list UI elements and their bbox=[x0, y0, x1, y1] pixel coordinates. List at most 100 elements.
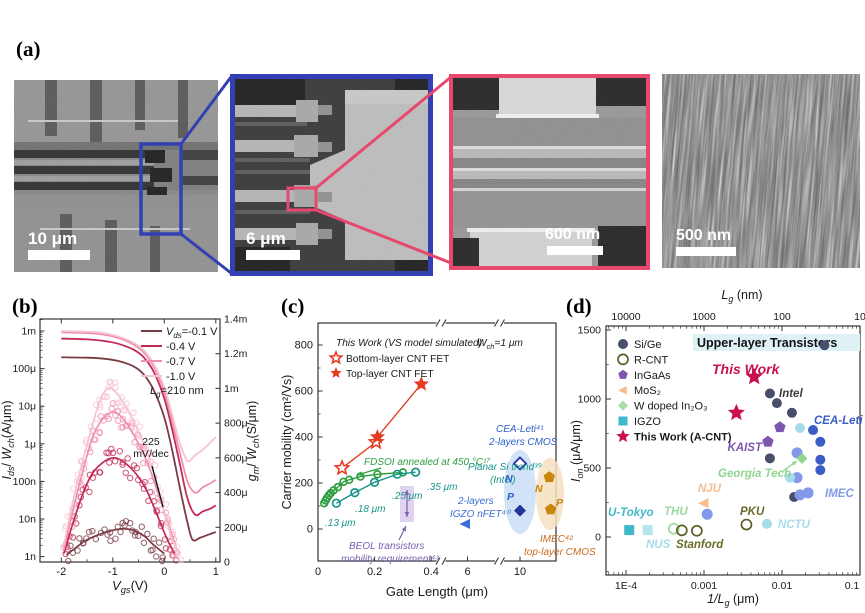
transfer-curve bbox=[61, 330, 217, 463]
data-point bbox=[691, 524, 703, 537]
data-point bbox=[791, 472, 803, 484]
chart-text: 100 bbox=[773, 311, 791, 323]
chart-text: .18 μm bbox=[355, 504, 386, 515]
chart-text: MoS₂ bbox=[634, 385, 661, 397]
chart-text: V bbox=[166, 326, 175, 338]
chart-text: 1000 bbox=[578, 394, 602, 406]
scale-bar bbox=[28, 250, 90, 260]
chart-text: 400μ bbox=[224, 487, 248, 499]
chart-text: 400 bbox=[295, 432, 313, 444]
chart-text: 400 bbox=[295, 432, 313, 444]
data-point bbox=[764, 388, 775, 399]
chart-text: PKU bbox=[740, 506, 765, 518]
data-point bbox=[796, 452, 808, 464]
chart-text: NUS bbox=[646, 539, 671, 551]
chart-text: 1.2m bbox=[224, 348, 248, 360]
chart-text: IGZO nFET⁴⁰ bbox=[450, 509, 512, 520]
data-point bbox=[642, 525, 653, 536]
chart-text: 0.4 bbox=[424, 566, 439, 578]
chart-text: Upper-layer Transistors bbox=[697, 336, 837, 350]
chart-text: 10 bbox=[854, 311, 865, 323]
chart-text: Carrier mobility (cm²/Vs) bbox=[280, 375, 294, 510]
chart-text: Lg (nm) bbox=[721, 288, 762, 304]
chart-text: .35 μm bbox=[427, 482, 458, 493]
chart-text: W bbox=[245, 447, 259, 460]
chart-graphic bbox=[435, 557, 441, 565]
chart-text: NCTU bbox=[778, 519, 811, 531]
chart-text: 1.4m bbox=[224, 314, 248, 326]
chart-text: CEA-Leti⁴¹ bbox=[496, 424, 544, 435]
chart-text: 600μ bbox=[224, 452, 248, 464]
zoom-connector-blue-bottom bbox=[180, 232, 232, 275]
chart-text: mV/dec bbox=[133, 448, 169, 460]
gm-scatter-point bbox=[103, 393, 111, 400]
chart-text: 100μ bbox=[12, 363, 36, 375]
chart-text: Si/Ge bbox=[634, 339, 662, 351]
chart-graphic bbox=[500, 557, 505, 565]
chart-text: IMEC bbox=[825, 488, 854, 500]
data-point bbox=[675, 524, 688, 537]
data-point bbox=[618, 369, 628, 379]
chart-text: V bbox=[112, 578, 122, 593]
chart-graphic bbox=[404, 490, 410, 495]
gm-scatter-point bbox=[131, 532, 139, 539]
chart-text: This Work (A-CNT) bbox=[634, 431, 732, 443]
chart-text: 1μ bbox=[24, 438, 36, 450]
chart-text: L bbox=[150, 385, 156, 397]
data-point bbox=[398, 468, 408, 477]
chart-text: mV/dec bbox=[133, 448, 169, 460]
chart-graphic bbox=[435, 319, 441, 327]
gm-scatter-point bbox=[155, 539, 163, 546]
chart-text: R-CNT bbox=[634, 354, 668, 366]
chart-text: 0.001 bbox=[691, 580, 717, 592]
chart-text: MoS₂ bbox=[634, 385, 661, 397]
gm-scatter-point bbox=[85, 528, 93, 536]
sem-features bbox=[662, 74, 860, 268]
chart-text: Planar Si trend³⁹ bbox=[468, 462, 542, 473]
scale-bar-label: 600 nm bbox=[545, 226, 600, 243]
chart-text: Bottom-layer CNT FET bbox=[346, 354, 449, 365]
data-point bbox=[618, 339, 628, 349]
chart-text: ch bbox=[6, 438, 16, 448]
chart-text: 1500 bbox=[578, 325, 602, 337]
chart-text: (Intel) bbox=[490, 475, 516, 486]
gm-scatter-point bbox=[116, 447, 124, 455]
chart-text: KAIST bbox=[728, 442, 763, 454]
data-point bbox=[786, 407, 797, 418]
transfer-curve bbox=[61, 331, 217, 494]
chart-text: W doped In₂O₃ bbox=[634, 401, 708, 413]
chart-text: 200μ bbox=[224, 522, 248, 534]
panel-a-label: (a) bbox=[16, 37, 41, 61]
chart-text: top-layer CMOS bbox=[524, 547, 596, 558]
chart-text: 1000 bbox=[692, 311, 716, 323]
chart-text: 0 bbox=[224, 557, 230, 569]
chart-text: This Work (A-CNT) bbox=[634, 431, 732, 443]
gm-curve bbox=[63, 457, 176, 555]
transfer-curve bbox=[61, 356, 217, 542]
data-point bbox=[512, 456, 528, 471]
chart-text: THU bbox=[664, 506, 688, 518]
chart-text: Vds=-0.1 V bbox=[166, 326, 218, 340]
chart-text: -2 bbox=[56, 566, 66, 578]
chart-text: (nm) bbox=[733, 288, 762, 302]
chart-text: Stanford bbox=[676, 539, 724, 551]
chart-text: (Intel) bbox=[490, 475, 516, 486]
chart-text: 400μ bbox=[224, 487, 248, 499]
chart-text: This Work (VS model simulated) bbox=[336, 338, 482, 349]
chart-text: -1 bbox=[108, 566, 118, 578]
chart-text: -0.4 V bbox=[166, 341, 196, 353]
chart-text: Gate Length (μm) bbox=[386, 584, 488, 599]
gm-scatter-point bbox=[144, 530, 151, 538]
data-point bbox=[616, 429, 630, 443]
chart-graphic bbox=[495, 557, 504, 565]
gm-scatter-point bbox=[105, 415, 113, 423]
chart-text: FDSOI annealed at 450 °C¹⁷ bbox=[364, 457, 490, 468]
chart-text: 10000 bbox=[611, 311, 640, 323]
data-point bbox=[740, 518, 753, 531]
scale-bar-label: 10 μm bbox=[28, 229, 77, 248]
sem-image-cnt-film: 500 nm bbox=[662, 74, 860, 268]
chart-text: Lg=210 nm bbox=[150, 385, 204, 399]
chart-text: 600μ bbox=[224, 452, 248, 464]
data-point bbox=[410, 467, 421, 477]
